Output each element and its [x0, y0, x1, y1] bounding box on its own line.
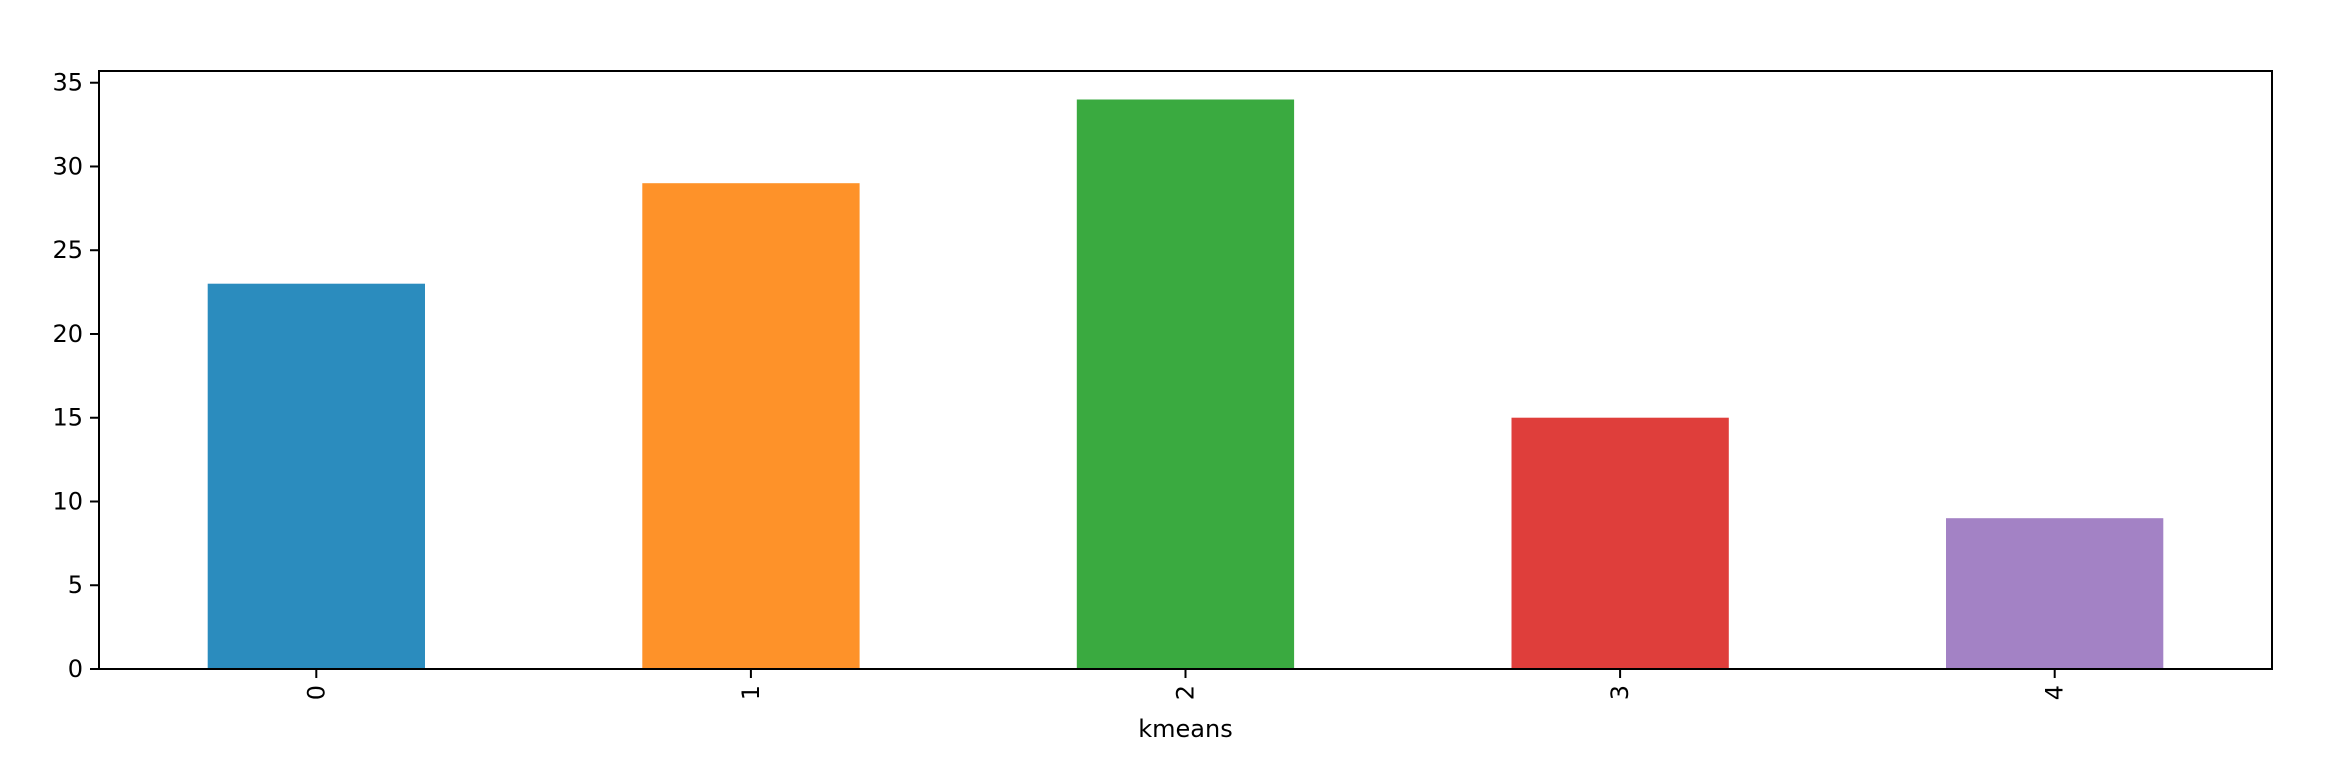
bar-1	[642, 183, 860, 669]
y-tick-label-25: 25	[52, 236, 83, 264]
y-tick-label-35: 35	[52, 69, 83, 97]
y-tick-label-10: 10	[52, 487, 83, 515]
y-axis: 0 5 10 15 20 25 30 35	[52, 69, 99, 683]
plot-frame	[98, 70, 2273, 670]
x-axis-label: kmeans	[1138, 715, 1232, 743]
bar-0	[207, 283, 425, 669]
bar-3	[1511, 417, 1729, 669]
x-axis: 0 1 2 3 4	[302, 669, 2069, 700]
y-tick-label-5: 5	[68, 571, 83, 599]
x-tick-label-4: 4	[2041, 685, 2069, 700]
y-tick-label-15: 15	[52, 404, 83, 432]
x-tick-label-0: 0	[302, 685, 330, 700]
bar-4	[1946, 518, 2164, 669]
x-tick-label-2: 2	[1172, 685, 1200, 700]
y-tick-label-20: 20	[52, 320, 83, 348]
x-tick-label-3: 3	[1606, 685, 1634, 700]
y-tick-label-0: 0	[68, 655, 83, 683]
x-tick-label-1: 1	[737, 685, 765, 700]
bar-2	[1076, 99, 1295, 669]
bars-group	[207, 99, 2164, 669]
y-tick-label-30: 30	[52, 152, 83, 180]
